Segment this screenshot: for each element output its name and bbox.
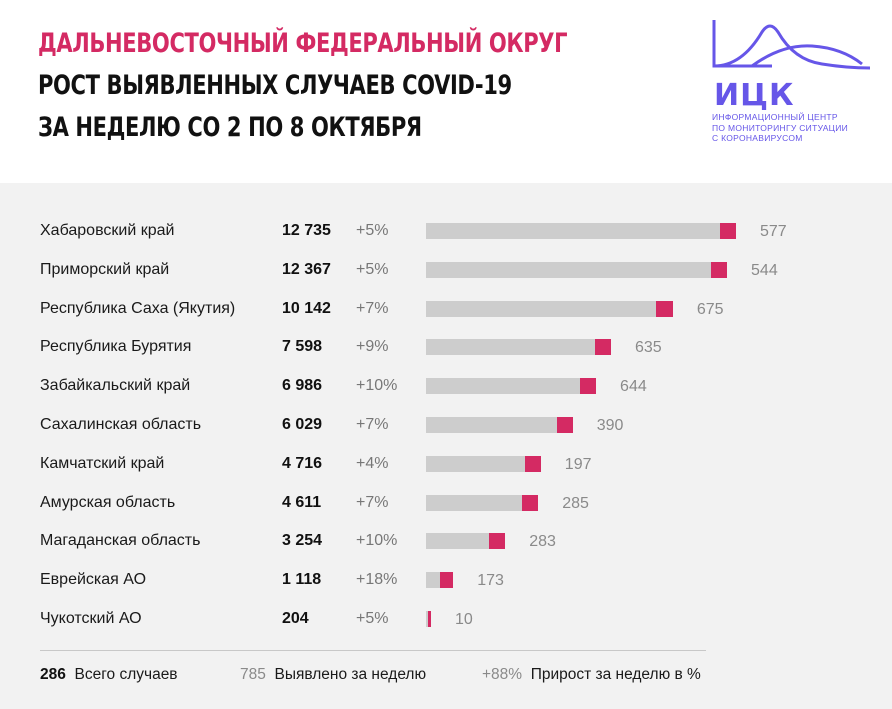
table-row: Амурская область 4 611 +7% 285 (0, 491, 892, 515)
bar-new-cases (427, 611, 431, 627)
region-label: Сахалинская область (40, 416, 202, 433)
bar-new-cases (439, 572, 454, 589)
total-cases-value: 12 367 (282, 260, 331, 278)
logo-caption: ИНФОРМАЦИОННЫЙ ЦЕНТР ПО МОНИТОРИНГУ СИТУ… (712, 112, 872, 144)
table-row: Республика Саха (Якутия) 10 142 +7% 675 (0, 297, 892, 321)
table-row: Камчатский край 4 716 +4% 197 (0, 452, 892, 476)
logo-caption-line: С КОРОНАВИРУСОМ (712, 133, 803, 143)
bar-new-cases (594, 339, 611, 356)
bar-previous-cases (426, 223, 720, 239)
bar-previous-cases (426, 494, 523, 511)
new-cases-label: 644 (620, 378, 647, 396)
new-cases-label: 635 (634, 339, 662, 357)
total-cases-value: 6 029 (282, 416, 323, 433)
table-row: Приморский край 12 367 +5% 544 (0, 258, 892, 282)
title-region: ДАЛЬНЕВОСТОЧНЫЙ ФЕДЕРАЛЬНЫЙ ОКРУГ (38, 28, 568, 59)
logo-wave-icon (712, 20, 871, 70)
legend-divider (40, 650, 706, 651)
legend-pct: +88% Прирост за неделю в % (482, 666, 701, 684)
header: ДАЛЬНЕВОСТОЧНЫЙ ФЕДЕРАЛЬНЫЙ ОКРУГ РОСТ В… (0, 0, 892, 183)
bar-new-cases (580, 378, 597, 395)
bar-previous-cases (426, 339, 595, 356)
bar-previous-cases (426, 378, 581, 395)
logo: ИЦК ИНФОРМАЦИОННЫЙ ЦЕНТР ПО МОНИТОРИНГУ … (712, 18, 872, 148)
bar-previous-cases (426, 611, 428, 627)
growth-percent-value: +4% (356, 454, 389, 472)
total-cases-value: 1 118 (282, 571, 322, 589)
bar-previous-cases (426, 417, 557, 433)
legend-week-value: 785 (240, 666, 266, 683)
table-row: Чукотский АО 204 +5% 10 (0, 607, 892, 631)
bar-previous-cases (426, 533, 490, 550)
bar-previous-cases (426, 455, 525, 472)
region-label: Забайкальский край (40, 377, 191, 395)
new-cases-label: 577 (760, 223, 787, 240)
bar-new-cases (711, 261, 728, 278)
total-cases-value: 12 735 (282, 222, 331, 239)
region-label: Чукотский АО (40, 610, 142, 627)
new-cases-label: 197 (564, 455, 592, 473)
bar-previous-cases (426, 572, 440, 589)
growth-percent-value: +10% (356, 377, 398, 395)
legend-week-label: Выявлено за неделю (274, 666, 427, 683)
region-label: Республика Саха (Якутия) (40, 299, 236, 317)
growth-percent-value: +7% (356, 299, 389, 317)
table-row: Забайкальский край 6 986 +10% 644 (0, 374, 892, 398)
logo-abbreviation: ИЦК (714, 78, 795, 113)
bar-new-cases (524, 455, 541, 472)
total-cases-value: 6 986 (282, 377, 323, 395)
growth-percent-value: +9% (356, 338, 389, 356)
bar-previous-cases (426, 300, 657, 317)
legend-pct-label: Прирост за неделю в % (530, 666, 701, 683)
total-cases-value: 10 142 (282, 299, 331, 317)
growth-percent-value: +5% (356, 260, 389, 278)
total-cases-value: 4 611 (282, 493, 322, 511)
legend-total-value: 286 (40, 666, 66, 683)
table-row: Хабаровский край 12 735 +5% 577 (0, 219, 892, 243)
title-main: РОСТ ВЫЯВЛЕННЫХ СЛУЧАЕВ COVID-19 (38, 70, 512, 101)
new-cases-label: 283 (529, 533, 556, 551)
region-label: Камчатский край (40, 454, 165, 472)
new-cases-label: 10 (454, 611, 473, 628)
total-cases-value: 7 598 (282, 338, 323, 356)
region-label: Хабаровский край (40, 222, 175, 239)
table-row: Республика Бурятия 7 598 +9% 635 (0, 335, 892, 359)
bar-new-cases (489, 533, 506, 550)
bar-new-cases (522, 494, 539, 511)
table-row: Сахалинская область 6 029 +7% 390 (0, 413, 892, 437)
new-cases-label: 675 (696, 300, 724, 318)
region-label: Амурская область (40, 493, 176, 511)
legend-total: 286 Всего случаев (40, 666, 178, 684)
growth-percent-value: +5% (356, 610, 389, 627)
new-cases-label: 390 (596, 417, 624, 434)
legend-pct-value: +88% (482, 666, 523, 683)
region-label: Республика Бурятия (40, 338, 192, 356)
legend-total-label: Всего случаев (74, 666, 178, 683)
title-period: ЗА НЕДЕЛЮ СО 2 ПО 8 ОКТЯБРЯ (38, 112, 422, 143)
bar-new-cases (656, 300, 673, 317)
region-label: Магаданская область (40, 532, 201, 550)
total-cases-value: 3 254 (282, 532, 323, 550)
table-row: Магаданская область 3 254 +10% 283 (0, 529, 892, 553)
region-label: Приморский край (40, 260, 170, 278)
growth-percent-value: +7% (356, 493, 389, 511)
region-label: Еврейская АО (40, 571, 147, 589)
new-cases-label: 544 (751, 261, 778, 279)
bar-new-cases (556, 417, 573, 433)
total-cases-value: 4 716 (282, 454, 323, 472)
new-cases-label: 173 (477, 572, 504, 590)
growth-percent-value: +10% (356, 532, 398, 550)
growth-percent-value: +7% (356, 416, 389, 433)
new-cases-label: 285 (562, 494, 589, 512)
logo-caption-line: ИНФОРМАЦИОННЫЙ ЦЕНТР (712, 112, 838, 122)
total-cases-value: 204 (282, 610, 309, 627)
growth-percent-value: +18% (356, 571, 398, 589)
table-row: Еврейская АО 1 118 +18% 173 (0, 568, 892, 592)
legend-week: 785 Выявлено за неделю (240, 666, 426, 684)
growth-percent-value: +5% (356, 222, 389, 239)
bar-previous-cases (426, 261, 712, 278)
bar-new-cases (720, 223, 736, 239)
logo-caption-line: ПО МОНИТОРИНГУ СИТУАЦИИ (712, 122, 849, 133)
